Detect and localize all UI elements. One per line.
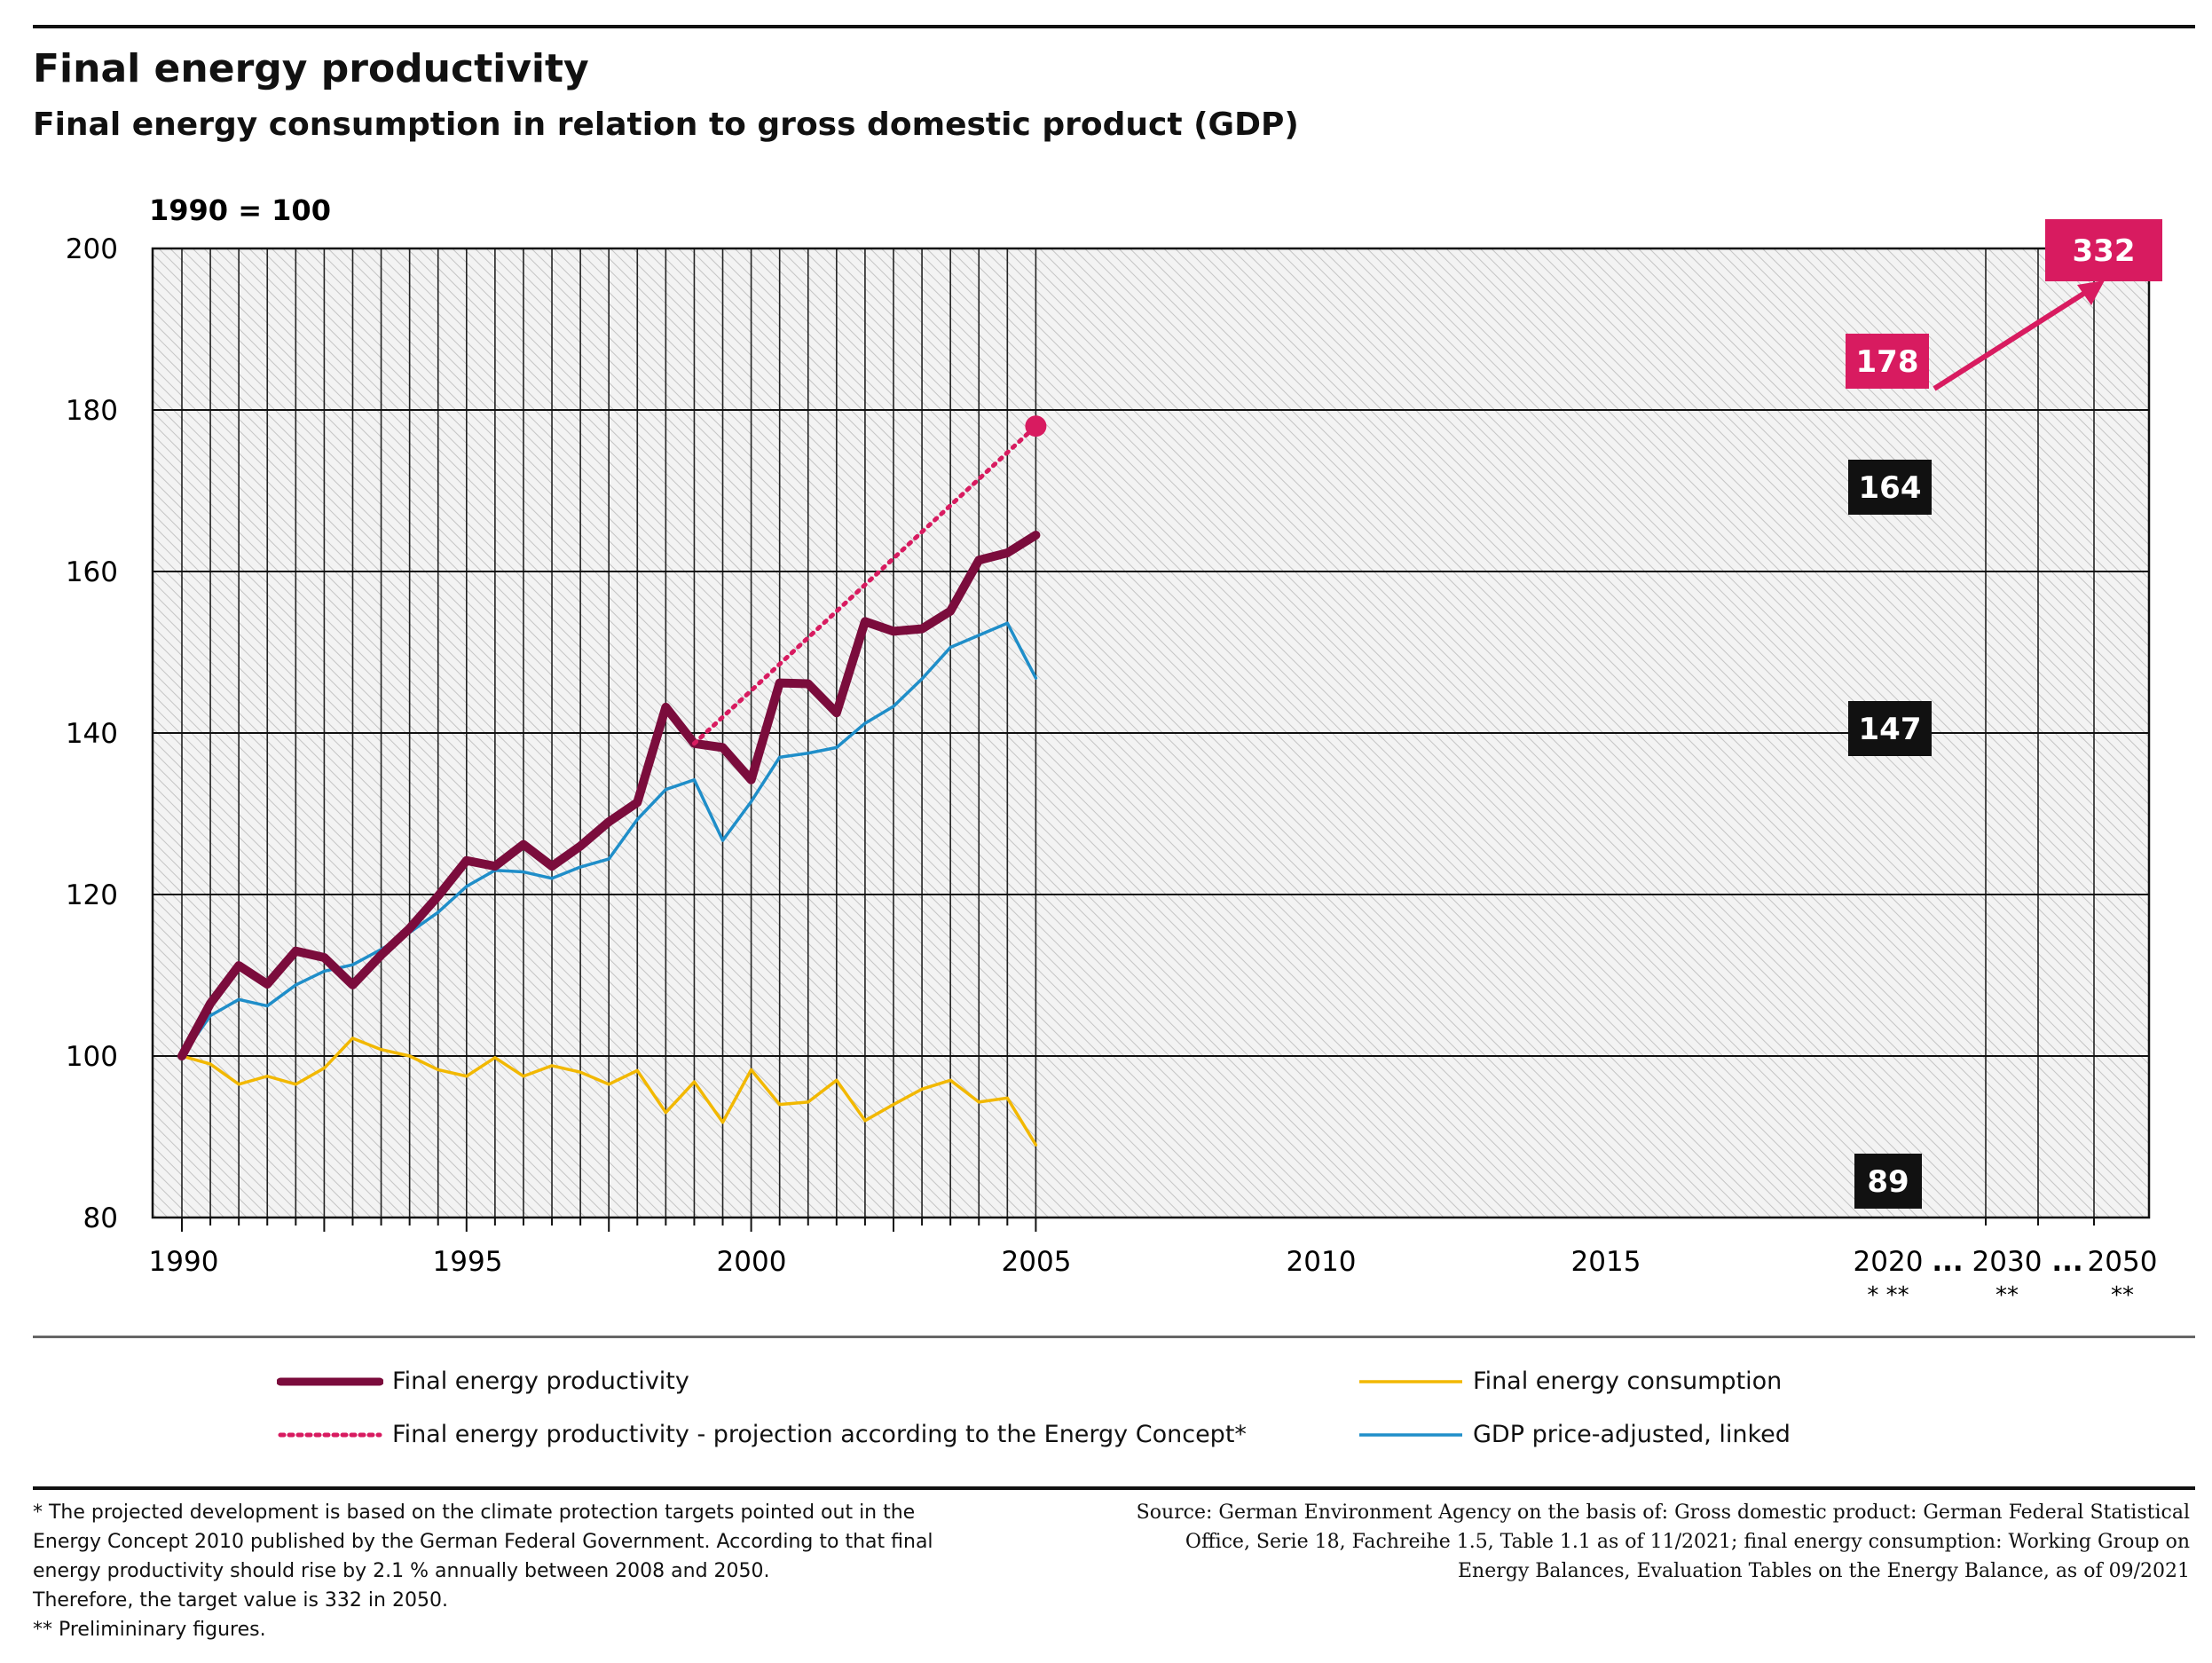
label-gdp-2020: 147 — [1848, 701, 1932, 756]
label-gdp-2020-box — [1848, 701, 1932, 756]
legend-consumption-swatch — [1359, 1379, 1462, 1383]
legend-gdp-label: GDP price-adjusted, linked — [1473, 1421, 1791, 1448]
y-axis-label: 1990 = 100 — [149, 193, 331, 227]
gridlines — [153, 248, 2149, 1218]
label-consumption-2020-text: 89 — [1867, 1164, 1909, 1200]
legend-gdp: GDP price-adjusted, linked — [1358, 1421, 1791, 1448]
y-tick-label: 100 — [66, 1041, 118, 1073]
legend-divider — [33, 1336, 2195, 1338]
label-gdp-2020-text: 147 — [1859, 712, 1922, 747]
legend-projection: Final energy productivity - projection a… — [277, 1421, 1247, 1448]
x-tick-label: 1990 — [149, 1246, 219, 1278]
y-tick-label: 180 — [66, 395, 118, 427]
legend-gdp-swatch — [1359, 1432, 1462, 1437]
source-line: Source: German Environment Agency on the… — [1136, 1501, 2190, 1524]
x-tick-label: ... — [2051, 1246, 2082, 1278]
legend-productivity-label: Final energy productivity — [392, 1367, 689, 1395]
label-target-2020-box — [1846, 334, 1929, 389]
y-tick-label: 160 — [66, 556, 118, 588]
source-note: Source: German Environment Agency on the… — [1072, 1498, 2190, 1586]
x-tick-label: 2020 — [1854, 1246, 1924, 1278]
x-tick-label: 2015 — [1571, 1246, 1641, 1278]
legend-projection-label: Final energy productivity - projection a… — [392, 1421, 1247, 1448]
legend-consumption: Final energy consumption — [1358, 1367, 1782, 1395]
label-productivity-2020-box — [1848, 460, 1932, 515]
footer-divider — [33, 1486, 2195, 1490]
label-target-2050-text: 332 — [2073, 233, 2136, 269]
target-arrowhead — [2077, 280, 2105, 305]
legend-consumption-label: Final energy consumption — [1473, 1367, 1783, 1395]
target-2020-dot — [1025, 415, 1047, 437]
legend-projection-swatch — [278, 1432, 382, 1437]
series-line — [180, 1036, 1038, 1147]
chart-subtitle: Final energy consumption in relation to … — [33, 106, 1299, 143]
plot-frame — [151, 247, 2151, 1219]
line-chart: 80 100 120 140 160 180 200 1990 = 100 1990 1995 20… — [66, 193, 2162, 1309]
label-productivity-2020: 164 — [1848, 460, 1932, 515]
x-tick-label: ... — [1932, 1246, 1963, 1278]
value-labels: 164 147 89 178 332 — [1846, 219, 2162, 1209]
x-tick-label: 2000 — [717, 1246, 787, 1278]
legend-productivity-swatch — [277, 1377, 383, 1385]
y-tick-label: 200 — [66, 233, 118, 265]
x-tick-label: 1995 — [433, 1246, 503, 1278]
series-line — [177, 531, 1041, 1060]
top-rule — [33, 25, 2195, 28]
label-productivity-2020-text: 164 — [1859, 470, 1922, 506]
x-tick-note: ** — [2111, 1282, 2134, 1309]
label-target-2050: 332 — [2045, 219, 2162, 281]
projection-line — [691, 423, 1038, 746]
legend-productivity: Final energy productivity — [277, 1367, 689, 1395]
footnote-line: Energy Concept 2010 published by the Ger… — [33, 1531, 933, 1553]
x-tick-label: 2030 — [1972, 1246, 2043, 1278]
source-line: Office, Serie 18, Fachreihe 1.5, Table 1… — [1185, 1531, 2190, 1553]
chart-title: Final energy productivity — [33, 46, 589, 91]
label-target-2050-box — [2045, 219, 2162, 281]
label-target-2020-text: 178 — [1856, 344, 1919, 380]
footnote: * The projected development is based on … — [33, 1498, 991, 1644]
label-consumption-2020: 89 — [1854, 1154, 1922, 1209]
label-consumption-2020-box — [1854, 1154, 1922, 1209]
x-tick-note: ** — [1996, 1282, 2019, 1309]
series-line — [180, 621, 1038, 1058]
footnote-line: energy productivity should rise by 2.1 %… — [33, 1560, 770, 1582]
x-tick-note: * ** — [1867, 1282, 1909, 1309]
x-tick-label: 2050 — [2088, 1246, 2158, 1278]
label-target-2020: 178 — [1846, 334, 1929, 389]
y-tick-label: 140 — [66, 718, 118, 750]
series-layer — [177, 280, 2105, 1147]
y-tick-label: 120 — [66, 879, 118, 911]
footnote-line: * The projected development is based on … — [33, 1501, 916, 1524]
footnote-line: ** Prelimininary figures. — [33, 1619, 266, 1641]
axes: 80 100 120 140 160 180 200 1990 = 100 1990 1995 20… — [66, 193, 2158, 1309]
footnote-line: Therefore, the target value is 332 in 20… — [33, 1589, 448, 1612]
x-tick-label: 2005 — [1002, 1246, 1072, 1278]
source-line: Energy Balances, Evaluation Tables on th… — [1457, 1560, 2190, 1582]
x-tick-label: 2010 — [1287, 1246, 1357, 1278]
y-tick-label: 80 — [83, 1202, 118, 1234]
target-arrow — [1933, 287, 2092, 391]
